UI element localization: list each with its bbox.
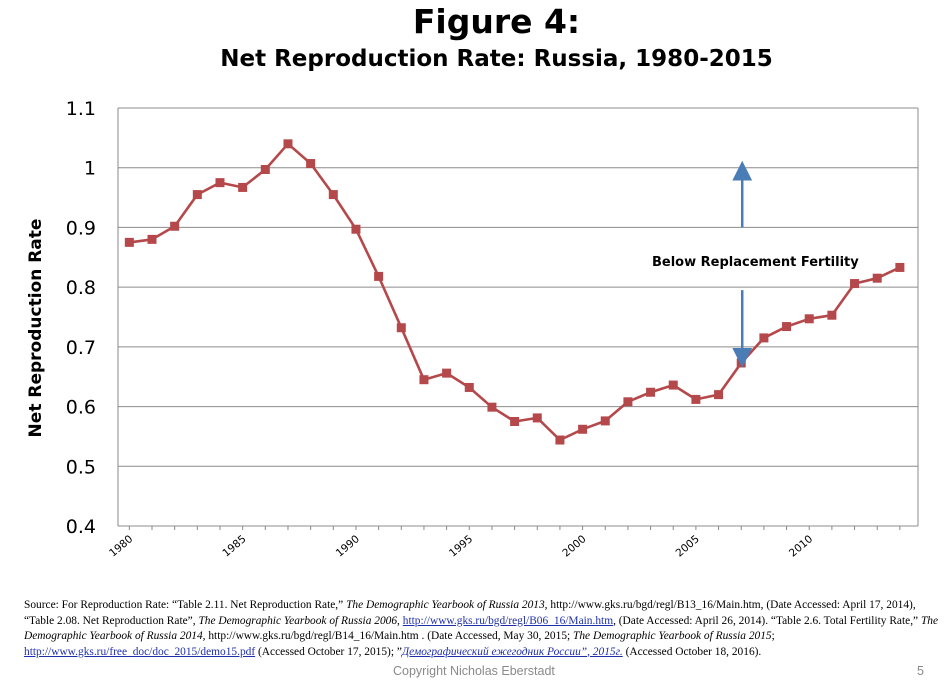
x-tick-label: 2005 <box>674 533 702 559</box>
y-tick-label: 0.7 <box>66 337 96 359</box>
x-tick-label: 1990 <box>334 533 362 559</box>
y-axis-label: Net Reproduction Rate <box>26 218 46 438</box>
x-tick-label: 1980 <box>107 533 135 559</box>
source-text: (Accessed October 18, 2016). <box>622 645 762 658</box>
data-point <box>124 237 134 247</box>
data-point <box>419 375 429 385</box>
data-point <box>691 394 701 404</box>
data-point <box>283 139 293 149</box>
data-point <box>510 417 520 426</box>
data-point <box>850 279 860 289</box>
data-point <box>646 387 656 397</box>
data-point <box>374 271 384 281</box>
data-point <box>804 314 814 324</box>
line-chart: 0.4 0.5 0.6 0.7 0.8 0.9 1 1.1 1980 1985 1990 1995 20… <box>66 98 919 559</box>
data-point <box>192 190 202 200</box>
data-point <box>238 182 248 192</box>
source-text: , <box>397 614 403 627</box>
source-link[interactable]: http://www.gks.ru/free_doc/doc_2015/demo… <box>24 645 256 658</box>
data-point <box>170 221 180 231</box>
data-point <box>759 333 769 343</box>
data-point <box>895 262 905 272</box>
y-tick-label: 0.8 <box>66 277 96 299</box>
copyright-notice: Copyright Nicholas Eberstadt <box>393 664 555 678</box>
data-point <box>351 224 361 234</box>
source-link[interactable]: Демографический ежегодник России”, 2015г… <box>401 645 623 658</box>
source-title: The Demographic Yearbook of Russia 2013 <box>346 599 545 611</box>
data-point <box>555 435 565 445</box>
x-tick-label: 2010 <box>787 533 815 559</box>
x-tick-label: 1995 <box>447 533 475 559</box>
source-text: (Accessed October 17, 2015); ” <box>255 645 402 658</box>
page-number: 5 <box>917 664 924 678</box>
source-note: Source: For Reproduction Rate: “Table 2.… <box>24 598 944 660</box>
figure-title: Figure 4: <box>412 2 581 41</box>
y-tick-label: 0.4 <box>66 516 96 538</box>
data-point <box>396 323 406 333</box>
data-points <box>124 139 905 445</box>
y-tick-label: 0.5 <box>66 456 96 478</box>
x-tick-label: 2000 <box>560 533 588 559</box>
source-title: The Demographic Yearbook of Russia 2015 <box>573 630 772 642</box>
below-replacement-annotation: Below Replacement Fertility <box>652 255 859 270</box>
data-point <box>532 413 542 423</box>
source-text: ; <box>771 630 775 642</box>
data-point <box>464 382 474 392</box>
data-point <box>578 424 588 434</box>
data-point <box>306 159 316 169</box>
source-title: The Demographic Yearbook of Russia 2006 <box>198 614 398 627</box>
data-point <box>872 273 882 283</box>
data-point <box>147 234 157 244</box>
data-point <box>623 397 633 407</box>
data-point <box>260 165 270 175</box>
data-point <box>668 380 678 390</box>
data-point <box>328 190 338 200</box>
source-title: The Demographic Yearbook of Russia 2014, <box>24 614 939 643</box>
y-tick-label: 0.6 <box>66 397 96 419</box>
y-tick-label: 0.9 <box>66 217 96 239</box>
data-point <box>215 178 225 188</box>
data-point <box>714 390 724 400</box>
y-tick-label: 1.1 <box>66 98 96 120</box>
data-point <box>487 402 497 412</box>
source-text: http://www.gks.ru/bgd/regl/B14_16/Main.h… <box>205 630 574 642</box>
data-point <box>600 416 610 426</box>
data-point <box>442 368 452 378</box>
source-text: Source: For Reproduction Rate: “Table 2.… <box>24 599 347 611</box>
source-text: , (Date Accessed: April 26, 2014). “Tabl… <box>613 614 921 627</box>
source-text: , http://www.gks.ru/bgd/regl/B13_16/Main… <box>24 599 916 627</box>
data-point <box>827 310 837 320</box>
x-tick-label: 1985 <box>220 533 248 559</box>
gridlines <box>118 107 918 527</box>
y-tick-label: 1 <box>84 158 96 180</box>
data-point <box>782 322 792 332</box>
source-link[interactable]: http://www.gks.ru/bgd/regl/B06_16/Main.h… <box>402 614 614 627</box>
data-point <box>736 358 746 368</box>
chart-subtitle: Net Reproduction Rate: Russia, 1980-2015 <box>220 46 773 72</box>
